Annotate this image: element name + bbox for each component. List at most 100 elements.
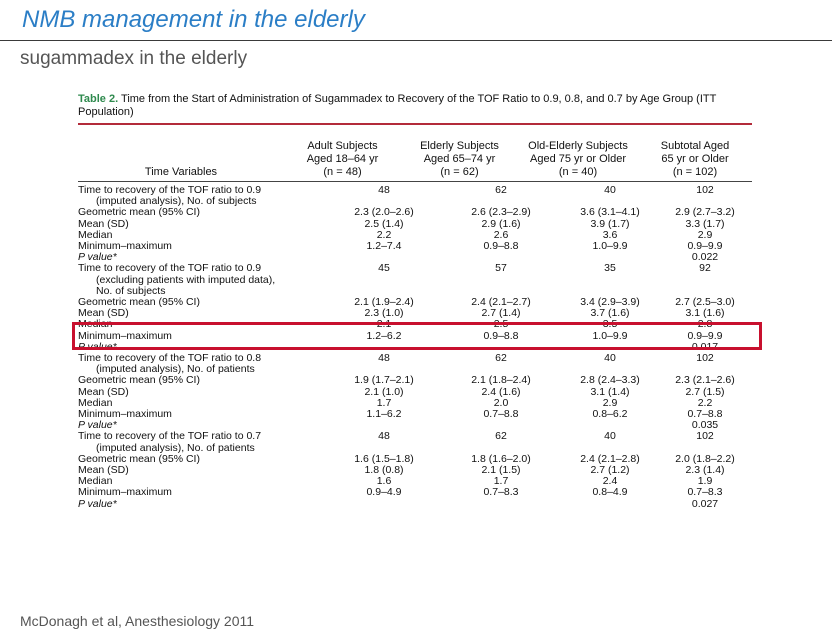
row-value: 102 bbox=[696, 430, 714, 443]
table-row: (imputed analysis), No. of patients bbox=[78, 441, 752, 454]
row-value: 92 bbox=[699, 262, 711, 275]
row-value: 2.7 (1.2) bbox=[590, 464, 630, 477]
row-value: 2.1 bbox=[376, 318, 392, 331]
table-row: (excluding patients with imputed data), bbox=[78, 274, 752, 286]
table-row: Time to recovery of the TOF ratio to 0.8… bbox=[78, 352, 752, 365]
row-value: 1.6 (1.5–1.8) bbox=[354, 452, 414, 465]
row-label: Time to recovery of the TOF ratio to 0.9 bbox=[78, 184, 262, 196]
row-label: Geometric mean (95% CI) bbox=[78, 452, 200, 465]
row-value: 48 bbox=[378, 430, 390, 443]
row-value: 1.9 bbox=[697, 475, 713, 488]
row-label: No. of subjects bbox=[96, 284, 166, 297]
row-value: 0.9–8.8 bbox=[483, 240, 519, 253]
table-row: Geometric mean (95% CI) 1.9 (1.7–2.1) 2.1 … bbox=[78, 375, 752, 386]
row-value bbox=[566, 275, 664, 286]
row-label: Geometric mean (95% CI) bbox=[78, 296, 200, 309]
table-row: Mean (SD) 2.1 (1.0) 2.4 (1.6) 3.1 (1.4) 2.7 … bbox=[78, 385, 752, 398]
row-value: 1.0–9.9 bbox=[592, 329, 628, 342]
header-line: Subtotal Aged bbox=[660, 140, 730, 152]
row-label: (imputed analysis), No. of patients bbox=[96, 363, 255, 376]
title-divider bbox=[0, 40, 832, 41]
table-top-rule bbox=[78, 123, 752, 125]
header-line: (n = 102) bbox=[672, 166, 718, 178]
table-row: (imputed analysis), No. of subjects bbox=[78, 195, 752, 208]
row-value: 2.4 (2.1–2.8) bbox=[580, 452, 640, 465]
table-caption-text: Time from the Start of Administration of… bbox=[78, 93, 717, 118]
row-value: 3.1 (1.6) bbox=[685, 307, 725, 320]
row-value: 2.4 (1.6) bbox=[481, 385, 521, 398]
table-row: Geometric mean (95% CI) 2.1 (1.9–2.4) 2.4 … bbox=[78, 296, 752, 309]
row-value: 2.3 (1.4) bbox=[685, 464, 725, 477]
row-value: 0.7–8.8 bbox=[687, 408, 723, 421]
table-row: P value* 0.027 bbox=[78, 497, 752, 510]
row-value: 48 bbox=[378, 184, 390, 196]
row-label: P value* bbox=[78, 419, 117, 432]
row-value: 2.3 (2.0–2.6) bbox=[354, 206, 414, 219]
row-value: 62 bbox=[495, 184, 507, 196]
row-value: 0.017 bbox=[691, 340, 719, 353]
header-label: Time Variables bbox=[144, 166, 218, 178]
row-label: (imputed analysis), No. of subjects bbox=[96, 195, 257, 208]
row-value: 0.7–8.8 bbox=[483, 408, 519, 421]
row-value: 1.6 bbox=[376, 475, 392, 488]
row-value: 1.2–6.2 bbox=[366, 329, 402, 342]
table-row: Minimum–maximum 1.2–6.2 0.9–8.8 1.0–9.9 0.9–… bbox=[78, 329, 752, 342]
row-value: 57 bbox=[495, 262, 507, 275]
row-value bbox=[442, 499, 560, 510]
row-value: 1.7 bbox=[376, 396, 392, 409]
row-label: Median bbox=[78, 228, 113, 241]
row-value bbox=[451, 275, 566, 286]
table-body: Time to recovery of the TOF ratio to 0.9… bbox=[78, 182, 752, 510]
row-value: 3.7 (1.6) bbox=[590, 307, 630, 320]
table-row: Median 2.1 2.5 3.5 2.8 bbox=[78, 319, 752, 330]
header-line: Adult Subjects bbox=[307, 140, 378, 152]
row-value: 0.8–4.9 bbox=[592, 486, 628, 499]
header-elderly: Elderly Subjects Aged 65–74 yr (n = 62) bbox=[401, 140, 518, 181]
row-value: 2.3 (2.1–2.6) bbox=[675, 374, 735, 387]
row-label: Minimum–maximum bbox=[78, 486, 172, 499]
header-line: (n = 40) bbox=[558, 166, 598, 178]
table-row: Mean (SD) 1.8 (0.8) 2.1 (1.5) 2.7 (1.2) 2.3 … bbox=[78, 464, 752, 477]
table-row: No. of subjects bbox=[78, 284, 752, 297]
row-value: 2.2 bbox=[697, 396, 713, 409]
header-old-elderly: Old-Elderly Subjects Aged 75 yr or Older… bbox=[518, 140, 638, 181]
row-value bbox=[560, 499, 660, 510]
row-label: (imputed analysis), No. of patients bbox=[96, 441, 255, 454]
row-value: 45 bbox=[378, 262, 390, 275]
row-value: 2.7 (2.5–3.0) bbox=[675, 296, 735, 309]
header-line: Aged 65–74 yr bbox=[423, 153, 496, 165]
row-value: 0.9–9.9 bbox=[687, 329, 723, 342]
row-value bbox=[338, 275, 451, 286]
table-row: Mean (SD) 2.5 (1.4) 2.9 (1.6) 3.9 (1.7) 3.3 … bbox=[78, 218, 752, 230]
table-row: (imputed analysis), No. of patients bbox=[78, 364, 752, 375]
row-value: 2.4 bbox=[602, 475, 618, 488]
row-value: 1.0–9.9 bbox=[592, 240, 628, 253]
table-row: P value* 0.017 bbox=[78, 340, 752, 353]
row-label: Mean (SD) bbox=[78, 307, 129, 320]
header-adult: Adult Subjects Aged 18–64 yr (n = 48) bbox=[284, 140, 401, 181]
row-value: 1.8 (0.8) bbox=[364, 464, 404, 477]
row-label: Time to recovery of the TOF ratio to 0.8 bbox=[78, 352, 262, 365]
row-value: 3.6 (3.1–4.1) bbox=[580, 206, 640, 219]
row-label: Time to recovery of the TOF ratio to 0.7 bbox=[78, 430, 262, 443]
row-value: 62 bbox=[495, 430, 507, 443]
header-line: (n = 48) bbox=[323, 166, 362, 178]
row-value: 2.4 (2.1–2.7) bbox=[471, 296, 531, 309]
row-label: Mean (SD) bbox=[78, 464, 129, 477]
row-value: 0.027 bbox=[691, 497, 719, 510]
table-row: Geometric mean (95% CI) 1.6 (1.5–1.8) 1.8 … bbox=[78, 452, 752, 465]
table-row: Time to recovery of the TOF ratio to 0.9… bbox=[78, 184, 752, 196]
row-value: 3.5 bbox=[602, 318, 618, 331]
table-row: Minimum–maximum 1.1–6.2 0.7–8.8 0.8–6.2 0.7–… bbox=[78, 408, 752, 421]
table-row: Median 1.7 2.0 2.9 2.2 bbox=[78, 396, 752, 409]
row-value: 1.1–6.2 bbox=[366, 408, 402, 421]
table-caption: Table 2. Time from the Start of Administ… bbox=[78, 93, 752, 119]
table-row: Mean (SD) 2.3 (1.0) 2.7 (1.4) 3.7 (1.6) 3.1 … bbox=[78, 308, 752, 319]
row-label: Mean (SD) bbox=[78, 385, 129, 398]
row-value: 2.5 bbox=[493, 318, 509, 331]
table-header: Time Variables Adult Subjects Aged 18–64… bbox=[78, 125, 752, 181]
slide-title: NMB management in the elderly bbox=[22, 6, 365, 33]
row-value: 2.9 bbox=[602, 396, 618, 409]
row-value: 0.7–8.3 bbox=[687, 486, 723, 499]
table-row: Median 1.6 1.7 2.4 1.9 bbox=[78, 476, 752, 487]
